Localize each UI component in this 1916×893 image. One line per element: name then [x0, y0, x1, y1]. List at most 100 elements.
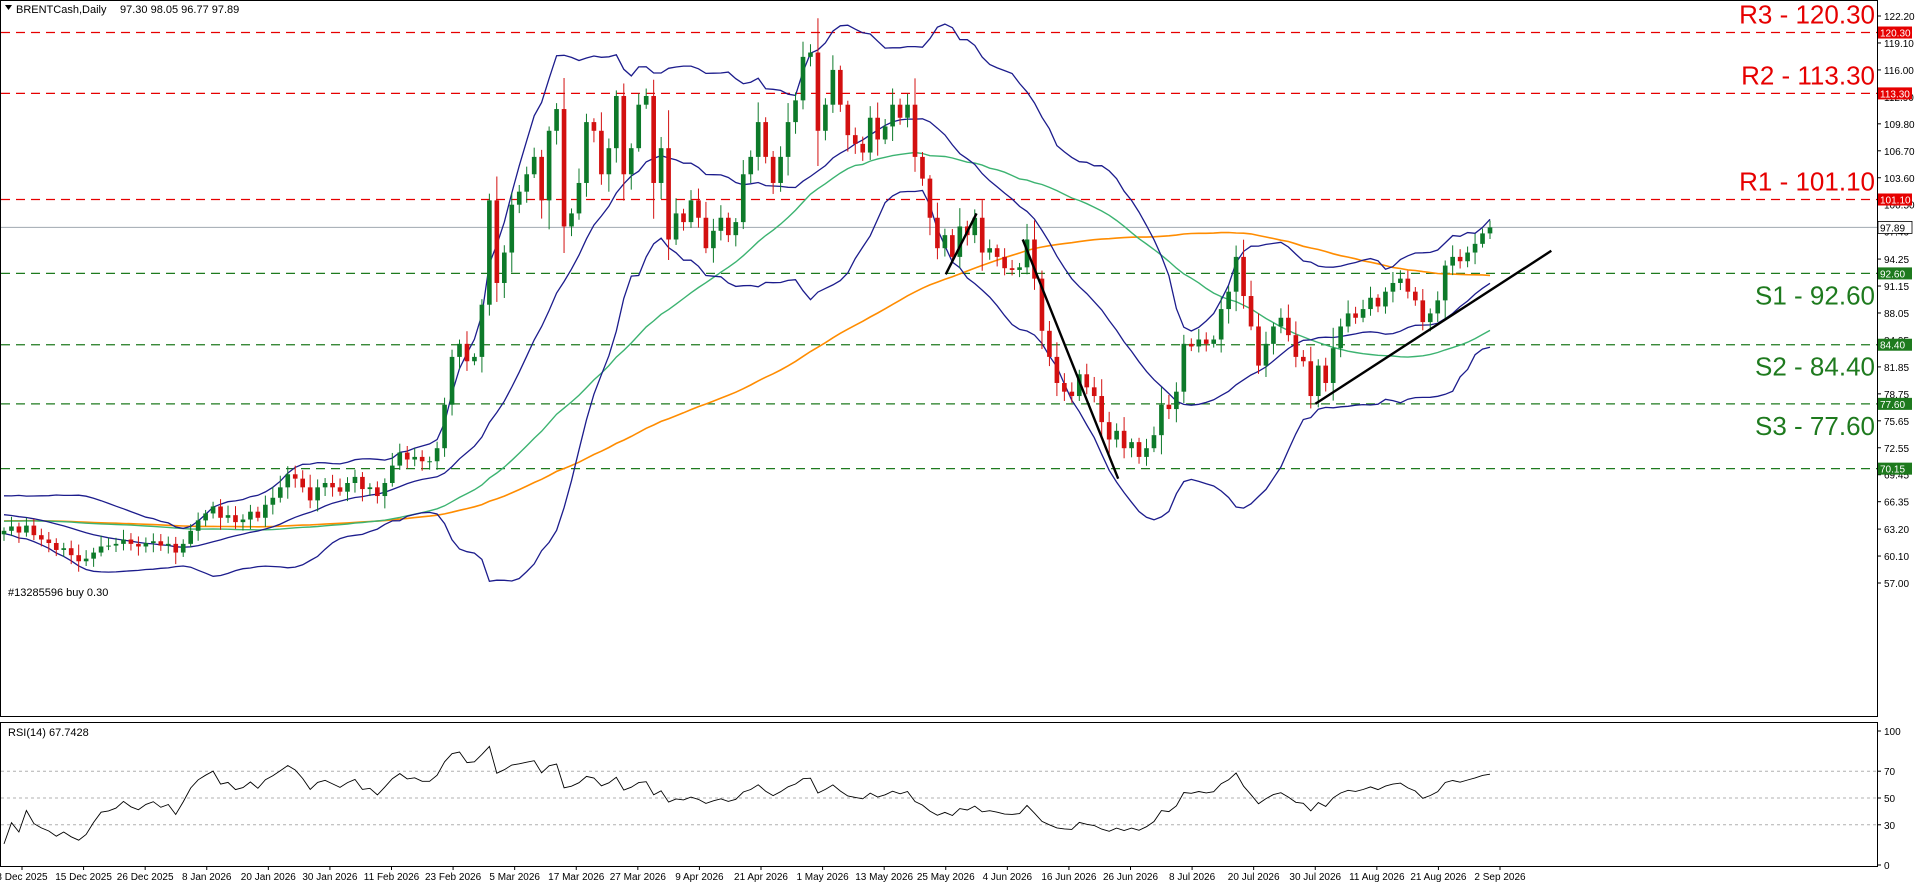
candle-body [1323, 365, 1329, 383]
candle-body [24, 525, 29, 533]
time-axis-label: 11 Aug 2026 [1349, 872, 1405, 883]
candle [1196, 329, 1202, 353]
candle-body [920, 156, 925, 179]
candle-body [16, 526, 22, 533]
price-tag-label: 77.60 [1880, 400, 1905, 411]
price-axis-label: 106.70 [1884, 147, 1915, 158]
candle-body [367, 487, 373, 490]
candle [1166, 394, 1172, 420]
candle-body [337, 487, 343, 492]
candle [576, 168, 582, 220]
candle-body [800, 56, 806, 101]
candle-body [1174, 391, 1179, 410]
candle-body [1032, 239, 1037, 279]
rsi-axis-label: 50 [1884, 794, 1896, 805]
candle [1188, 338, 1194, 352]
candle [203, 509, 208, 527]
candle [277, 475, 283, 503]
candle [1159, 387, 1164, 455]
candle-body [1263, 343, 1269, 366]
candle [755, 102, 761, 171]
price-axis-label: 109.80 [1884, 120, 1915, 131]
candle [1121, 417, 1127, 459]
candle-body [546, 130, 552, 201]
candle [733, 218, 739, 247]
candle [345, 477, 350, 502]
candle-body [494, 200, 500, 283]
candle [61, 542, 67, 557]
candle-body [979, 217, 985, 253]
candle-body [76, 555, 81, 562]
candle [464, 331, 470, 371]
candle [487, 193, 492, 316]
candle-body [1420, 300, 1426, 323]
candle-body [561, 109, 567, 227]
collapse-triangle-icon[interactable] [5, 5, 12, 10]
candle-body [1248, 296, 1254, 327]
candle-body [173, 543, 179, 553]
candle [1032, 220, 1037, 290]
candle-body [151, 541, 156, 543]
time-axis-label: 27 Mar 2026 [610, 872, 667, 883]
bollinger-middle-line [3, 118, 1491, 548]
candle-body [195, 520, 201, 531]
candle-body [307, 487, 313, 501]
candle [158, 534, 164, 551]
time-axis-label: 26 Dec 2025 [117, 872, 174, 883]
candle-body [681, 213, 686, 223]
time-axis-label: 1 May 2026 [796, 872, 849, 883]
candle-body [950, 235, 955, 257]
candle [1218, 297, 1224, 353]
candle [905, 93, 910, 128]
candle [793, 92, 798, 134]
time-axis-label: 25 May 2026 [917, 872, 975, 883]
candle [688, 190, 694, 228]
candle [1039, 270, 1045, 350]
candle-body [1338, 326, 1343, 349]
candle-body [1405, 278, 1411, 292]
candle [240, 514, 246, 531]
price-tag-label: 113.30 [1880, 89, 1910, 100]
candle [681, 208, 686, 231]
candle [1002, 248, 1007, 276]
candle-body [763, 122, 768, 157]
candle-body [225, 515, 231, 518]
candle [1360, 299, 1366, 323]
candle-body [412, 456, 418, 460]
candle-body [487, 200, 492, 305]
rsi-pane-frame [0, 722, 1878, 867]
candle-body [143, 542, 149, 547]
candle [367, 483, 373, 497]
time-axis-label: 21 Aug 2026 [1410, 872, 1467, 883]
candle [748, 150, 754, 184]
candle-body [31, 525, 37, 536]
candle-body [128, 539, 134, 544]
candle-body [1398, 278, 1403, 283]
price-tag-bg [1878, 397, 1912, 410]
candle-body [808, 52, 813, 57]
candle-body [628, 148, 634, 175]
candle [875, 102, 880, 156]
candle [1413, 287, 1418, 306]
candle [838, 65, 843, 112]
candle-body [203, 513, 208, 521]
candle-body [1076, 374, 1082, 397]
candle [1106, 411, 1112, 454]
candle-body [315, 487, 320, 501]
candle [1278, 308, 1284, 334]
candle [1248, 280, 1254, 331]
price-axis-label: 57.00 [1884, 579, 1909, 590]
candle [830, 55, 836, 113]
candle-body [9, 526, 14, 531]
candle [516, 184, 522, 214]
candle-body [479, 304, 485, 357]
candle [711, 218, 716, 263]
time-axis-label: 8 Jan 2026 [182, 872, 232, 883]
price-axis-label: 75.65 [1884, 417, 1909, 428]
price-axis-label: 91.15 [1884, 282, 1909, 293]
time-axis-label: 5 Mar 2026 [489, 872, 540, 883]
candle [509, 192, 515, 273]
candle-body [442, 404, 447, 449]
candle [419, 450, 425, 471]
